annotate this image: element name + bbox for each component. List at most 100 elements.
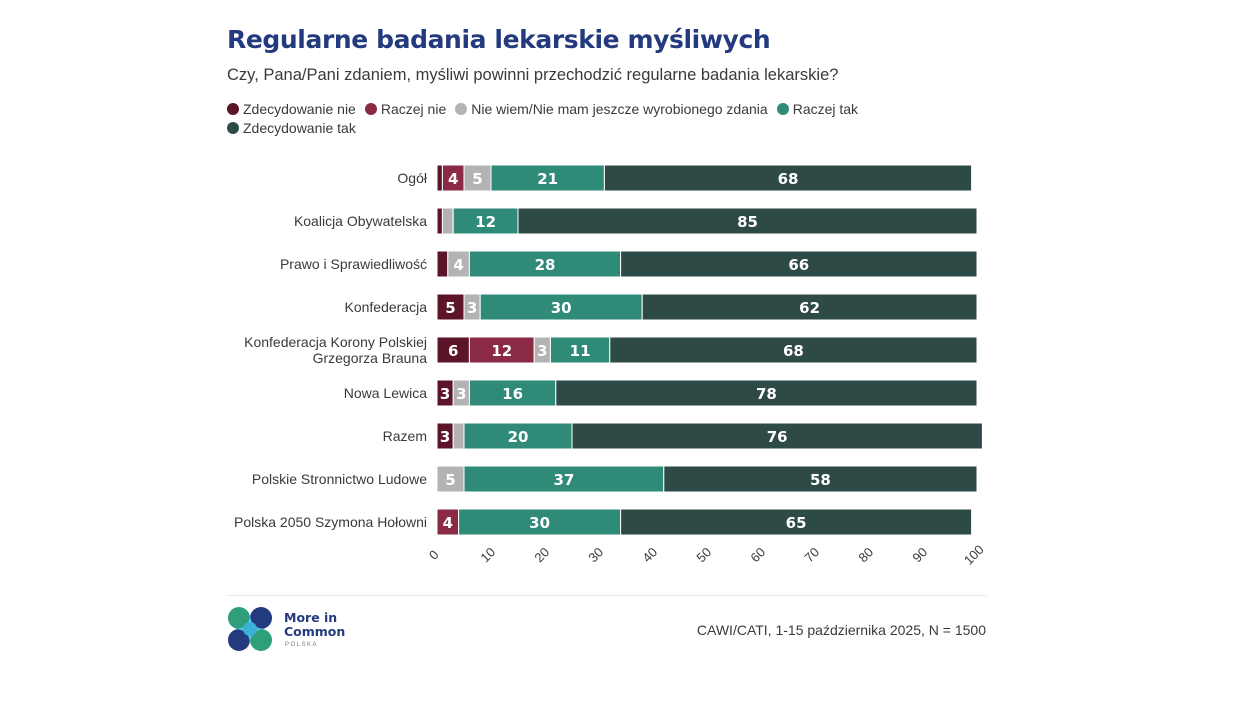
legend-item-raczej-tak: Raczej tak	[776, 100, 859, 117]
data-label: 5	[472, 170, 482, 188]
x-tick-label: 100	[961, 542, 987, 568]
data-label: 11	[570, 342, 591, 360]
x-tick-label: 20	[531, 544, 552, 565]
bar-segment	[517, 207, 978, 235]
data-label: 3	[440, 428, 450, 446]
bar-segment	[463, 164, 492, 192]
bar-segment	[452, 422, 465, 450]
category-label: Ogół	[397, 170, 427, 186]
x-tick-label: 50	[693, 544, 714, 565]
data-label: 5	[445, 299, 455, 317]
bar-segment	[609, 336, 978, 364]
bar-segment	[458, 508, 622, 536]
data-label: 85	[737, 213, 758, 231]
data-label: 62	[799, 299, 820, 317]
data-label: 3	[537, 342, 547, 360]
logo-wordmark: More in Common	[284, 611, 345, 639]
bar-segment	[463, 422, 573, 450]
logo-line-2: Common	[284, 624, 346, 639]
legend-swatch	[227, 102, 239, 115]
legend-label: Zdecydowanie nie	[243, 100, 356, 117]
bar-segment	[620, 508, 973, 536]
bar-segment	[436, 465, 465, 493]
legend-label: Zdecydowanie tak	[243, 119, 356, 136]
x-tick-label: 0	[426, 547, 442, 563]
category-label: Koalicja Obywatelska	[294, 213, 427, 229]
bar-segment	[436, 207, 443, 235]
bar-segment	[663, 465, 978, 493]
data-label: 12	[491, 342, 512, 360]
more-in-common-logo-icon	[228, 607, 272, 651]
bar-segment	[441, 207, 454, 235]
legend-swatch	[364, 102, 377, 115]
data-label: 68	[783, 342, 804, 360]
category-label: Polskie Stronnictwo Ludowe	[252, 471, 427, 487]
footer-divider	[227, 595, 987, 596]
data-label: 4	[443, 514, 453, 532]
data-label: 6	[448, 342, 458, 360]
category-label: Konfederacja Korony Polskiej Grzegorza Br…	[244, 334, 427, 366]
data-label: 16	[502, 385, 523, 403]
logo-line-1: More in	[284, 610, 338, 625]
x-tick-label: 10	[477, 544, 498, 565]
data-label: 3	[440, 385, 450, 403]
x-tick-label: 60	[747, 544, 768, 565]
data-label: 30	[529, 514, 550, 532]
data-label: 21	[537, 170, 558, 188]
x-tick-label: 30	[585, 544, 606, 565]
bar-segment	[603, 164, 973, 192]
x-tick-label: 40	[639, 544, 660, 565]
x-tick-label: 80	[855, 544, 876, 565]
data-label: 68	[778, 170, 799, 188]
legend-label: Nie wiem/Nie mam jeszcze wyrobionego zda…	[471, 100, 768, 117]
legend-label: Raczej tak	[792, 100, 859, 117]
data-label: 78	[756, 385, 777, 403]
data-label: 28	[535, 256, 556, 274]
chart-subtitle: Czy, Pana/Pani zdaniem, myśliwi powinni …	[227, 66, 839, 84]
data-label: 20	[508, 428, 529, 446]
bar-segment	[463, 465, 665, 493]
bar-segment	[479, 293, 643, 321]
data-label: 12	[475, 213, 496, 231]
legend-swatch	[227, 121, 239, 134]
category-label: Nowa Lewica	[344, 385, 427, 401]
chart-title: Regularne badania lekarskie myśliwych	[227, 25, 771, 54]
bar-segment	[468, 336, 535, 364]
category-label: Prawo i Sprawiedliwość	[280, 256, 427, 272]
bar-segment	[620, 250, 978, 278]
bar-segment	[436, 250, 449, 278]
data-label: 4	[448, 170, 458, 188]
category-label: Polska 2050 Szymona Hołowni	[234, 514, 427, 530]
bar-segment	[468, 379, 557, 407]
logo-subtitle: POLSKA	[285, 642, 319, 648]
legend-swatch	[776, 102, 789, 115]
category-label: Razem	[383, 428, 427, 444]
data-label: 37	[553, 471, 574, 489]
legend-swatch	[455, 102, 468, 115]
data-label: 65	[786, 514, 807, 532]
source-note: CAWI/CATI, 1-15 października 2025, N = 1…	[696, 622, 986, 638]
legend-label: Raczej nie	[380, 100, 447, 117]
data-label: 30	[551, 299, 572, 317]
bar-segment	[436, 164, 443, 192]
data-label: 58	[810, 471, 831, 489]
legend-item-nie-wiem: Nie wiem/Nie mam jeszcze wyrobionego zda…	[455, 100, 768, 117]
legend: Zdecydowanie nie Raczej nie Nie wiem/Nie…	[227, 99, 927, 137]
legend-item-raczej-nie: Raczej nie	[364, 100, 447, 117]
data-label: 76	[767, 428, 788, 446]
data-label: 3	[467, 299, 477, 317]
data-label: 3	[456, 385, 466, 403]
data-label: 4	[453, 256, 463, 274]
bar-segment	[555, 379, 978, 407]
legend-item-zdecydowanie-tak: Zdecydowanie tak	[227, 120, 356, 136]
x-tick-label: 90	[909, 544, 930, 565]
data-label: 66	[788, 256, 809, 274]
x-tick-label: 70	[801, 544, 822, 565]
bar-segment	[571, 422, 983, 450]
bar-segment	[641, 293, 978, 321]
bar-segment	[490, 164, 605, 192]
legend-item-zdecydowanie-nie: Zdecydowanie nie	[227, 101, 356, 117]
category-label: Konfederacja	[344, 299, 427, 315]
bar-segment	[468, 250, 622, 278]
